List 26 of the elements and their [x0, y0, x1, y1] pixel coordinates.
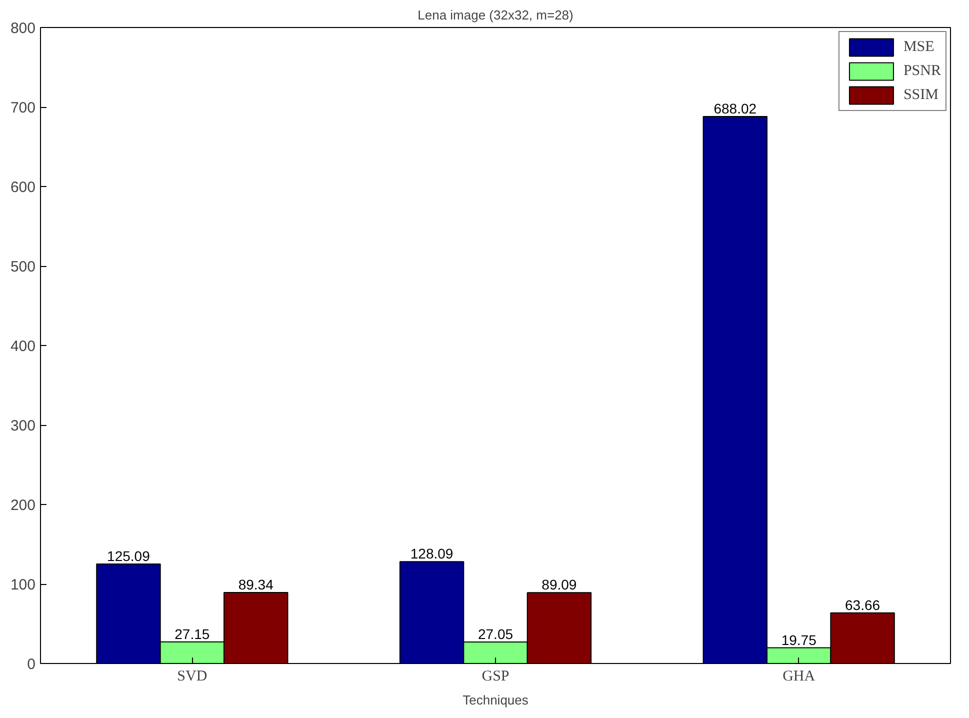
data-label: 27.15: [174, 626, 210, 642]
y-tick-label: 600: [10, 179, 36, 196]
y-tick-label: 500: [10, 258, 36, 276]
x-axis-title: Techniques: [462, 692, 529, 708]
y-tick-label: 100: [10, 576, 36, 594]
data-label: 19.75: [781, 632, 817, 648]
y-tick-label: 300: [10, 418, 36, 434]
y-tick-label: 400: [10, 338, 36, 355]
chart-title: Lena image (32x32, m=28): [418, 8, 574, 22]
data-label: 125.09: [107, 548, 150, 564]
x-tick-label: GHA: [782, 668, 816, 684]
y-tick-label: 800: [10, 20, 36, 37]
y-tick-label: 0: [27, 656, 36, 673]
data-label: 688.02: [714, 100, 757, 117]
data-label: 27.05: [478, 626, 514, 642]
data-label: 89.34: [238, 576, 274, 592]
data-label: 128.09: [410, 546, 454, 562]
x-tick-label: SVD: [177, 668, 208, 684]
x-tick-label: GSP: [482, 668, 510, 684]
legend-label: SSIM: [903, 86, 938, 104]
y-tick-label: 700: [10, 100, 36, 116]
legend-label: PSNR: [903, 62, 941, 80]
legend-label: MSE: [903, 38, 934, 56]
data-label: 89.09: [542, 576, 577, 593]
y-tick-label: 200: [10, 497, 36, 514]
data-label: 63.66: [845, 596, 880, 613]
